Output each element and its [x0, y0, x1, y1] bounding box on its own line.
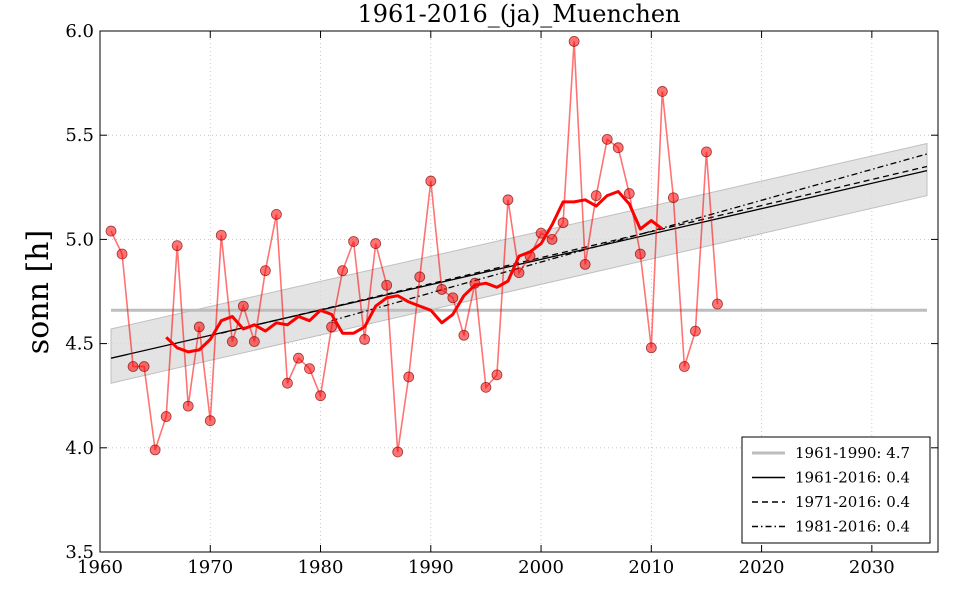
- data-point: [370, 238, 382, 249]
- data-point: [634, 248, 646, 260]
- x-tick-label: 1980: [298, 557, 344, 578]
- data-point: [425, 175, 437, 187]
- data-point: [204, 415, 216, 427]
- data-point: [259, 265, 271, 277]
- data-point: [326, 321, 337, 333]
- data-point: [304, 363, 315, 375]
- legend-label: 1961-1990: 4.7: [795, 444, 910, 462]
- data-point: [436, 284, 448, 295]
- data-point: [601, 133, 613, 145]
- trend-line-dashdot: [331, 153, 928, 322]
- data-point: [701, 146, 712, 158]
- data-point: [678, 361, 690, 372]
- plot-content: [100, 31, 938, 552]
- data-point: [667, 192, 679, 204]
- data-point: [248, 336, 260, 347]
- data-point: [458, 329, 470, 341]
- chart-title: 1961-2016_(ja)_Muenchen: [358, 0, 681, 28]
- y-axis-label: sonn [h]: [21, 230, 56, 354]
- data-point: [513, 267, 525, 279]
- data-point: [690, 325, 701, 337]
- data-point: [447, 292, 459, 304]
- data-point: [193, 321, 205, 333]
- data-point: [491, 369, 503, 381]
- x-tick-label: 2020: [739, 557, 785, 578]
- legend-label: 1981-2016: 0.4: [795, 518, 910, 536]
- data-point: [656, 86, 668, 97]
- data-point: [226, 336, 238, 347]
- data-point: [127, 361, 139, 372]
- data-point: [579, 259, 591, 270]
- data-point: [590, 190, 602, 202]
- data-point: [502, 194, 514, 206]
- data-point: [138, 361, 150, 372]
- data-point: [645, 342, 657, 354]
- data-point: [557, 217, 569, 229]
- data-point: [271, 208, 282, 220]
- data-point: [623, 188, 635, 199]
- x-tick-label: 1990: [408, 557, 454, 578]
- data-point: [105, 225, 117, 237]
- data-point: [381, 279, 393, 291]
- y-tick-label: 3.5: [65, 542, 94, 563]
- y-tick-label: 5.0: [65, 229, 94, 250]
- y-tick-label: 5.5: [65, 125, 94, 146]
- data-point: [215, 229, 227, 241]
- data-point: [282, 377, 293, 389]
- data-point: [337, 265, 348, 277]
- data-point: [546, 233, 558, 245]
- data-point: [237, 300, 249, 312]
- y-tick-label: 4.0: [65, 438, 94, 459]
- data-point: [392, 446, 404, 458]
- trend-line-dashed: [221, 165, 928, 334]
- x-tick-label: 2010: [628, 557, 674, 578]
- y-tick-label: 6.0: [65, 21, 94, 42]
- y-tick-label: 4.5: [65, 334, 94, 355]
- data-point: [149, 444, 161, 456]
- data-point: [116, 248, 128, 260]
- data-point: [612, 142, 624, 154]
- legend-label: 1961-2016: 0.4: [795, 469, 910, 487]
- plot-frame: [99, 30, 939, 553]
- x-tick-label: 1960: [77, 557, 123, 578]
- legend-box: [741, 436, 931, 544]
- data-point: [160, 411, 172, 422]
- data-point: [712, 298, 723, 310]
- data-point: [359, 334, 371, 345]
- data-point: [182, 400, 194, 412]
- data-point: [293, 352, 304, 364]
- data-point: [171, 240, 183, 252]
- running-mean-line: [165, 190, 664, 354]
- legend-label: 1971-2016: 0.4: [795, 493, 910, 511]
- data-point: [403, 371, 415, 383]
- data-point: [348, 236, 360, 247]
- x-tick-label: 1970: [187, 557, 233, 578]
- data-point: [315, 390, 326, 402]
- x-tick-label: 2030: [849, 557, 895, 578]
- data-point: [568, 36, 580, 47]
- data-point: [480, 381, 492, 393]
- x-tick-label: 2000: [518, 557, 564, 578]
- data-point: [414, 271, 426, 283]
